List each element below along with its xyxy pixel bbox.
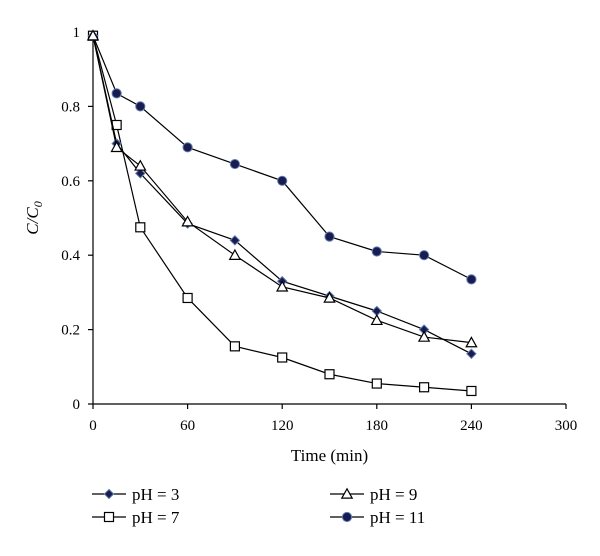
legend: pH = 3 pH = 7 pH = 9 pH = 11 (92, 485, 425, 527)
series-diamond (87, 30, 477, 360)
x-tick-label: 0 (89, 418, 97, 434)
series-line (92, 35, 472, 355)
data-point (417, 330, 431, 342)
legend-marker (103, 488, 115, 500)
series-layer (86, 29, 478, 397)
legend-label: pH = 9 (370, 485, 417, 504)
data-point (466, 348, 477, 360)
data-point (466, 385, 477, 397)
series-line (92, 35, 472, 392)
series-circle (87, 30, 477, 285)
data-point (135, 222, 146, 233)
data-point (324, 369, 335, 380)
y-axis-title: C/C0 (23, 201, 45, 234)
data-point (110, 140, 123, 153)
plot-axes (92, 32, 566, 405)
y-tick-label: 0.8 (61, 99, 80, 115)
data-point (134, 159, 147, 171)
data-point (277, 175, 288, 186)
data-point (135, 101, 146, 112)
legend-item: pH = 7 (92, 508, 180, 527)
data-point (182, 292, 193, 304)
data-point (324, 231, 335, 242)
data-point (466, 274, 477, 285)
data-point (465, 336, 478, 348)
y-axis-title-main: C/C (23, 207, 42, 235)
series-square (87, 30, 477, 397)
y-tick-label: 0.4 (61, 248, 80, 264)
y-tick-label: 0.6 (61, 174, 80, 190)
y-tick-label: 1 (73, 25, 81, 41)
legend-item: pH = 3 (92, 485, 179, 504)
data-point (275, 280, 289, 292)
series-triangle (86, 29, 478, 348)
x-tick-label: 240 (460, 418, 483, 434)
data-point (370, 313, 384, 326)
data-point (229, 158, 240, 170)
y-axis-title-subscript: 0 (31, 201, 45, 207)
x-axis-title: Time (min) (291, 446, 368, 465)
data-point (277, 352, 288, 363)
legend-label: pH = 3 (132, 485, 179, 504)
legend-item: pH = 11 (330, 508, 425, 527)
series-line (92, 35, 472, 280)
data-point (323, 291, 336, 303)
data-point (181, 215, 194, 227)
legend-marker (341, 511, 353, 523)
data-point (229, 235, 241, 246)
data-point (228, 248, 242, 260)
x-tick-label: 60 (180, 418, 195, 434)
axis-ticks: 0 60 120 180 240 300 0 0.2 0.4 0.6 0.8 1 (61, 25, 577, 434)
data-point (419, 250, 430, 261)
data-point (419, 382, 430, 393)
legend-marker (340, 487, 354, 499)
data-point (371, 378, 382, 389)
data-point (111, 88, 122, 99)
x-tick-label: 180 (366, 418, 389, 434)
legend-item: pH = 9 (330, 485, 417, 504)
x-tick-label: 300 (555, 418, 578, 434)
legend-label: pH = 11 (370, 508, 425, 527)
data-point (86, 29, 100, 41)
y-tick-label: 0.2 (61, 323, 80, 339)
data-point (182, 142, 193, 153)
legend-label: pH = 7 (132, 508, 180, 527)
series-line (92, 35, 472, 344)
y-tick-label: 0 (73, 397, 81, 413)
data-point (229, 341, 240, 352)
data-point (134, 168, 146, 179)
data-point (371, 246, 382, 257)
legend-marker (103, 511, 115, 523)
x-tick-label: 120 (271, 418, 294, 434)
